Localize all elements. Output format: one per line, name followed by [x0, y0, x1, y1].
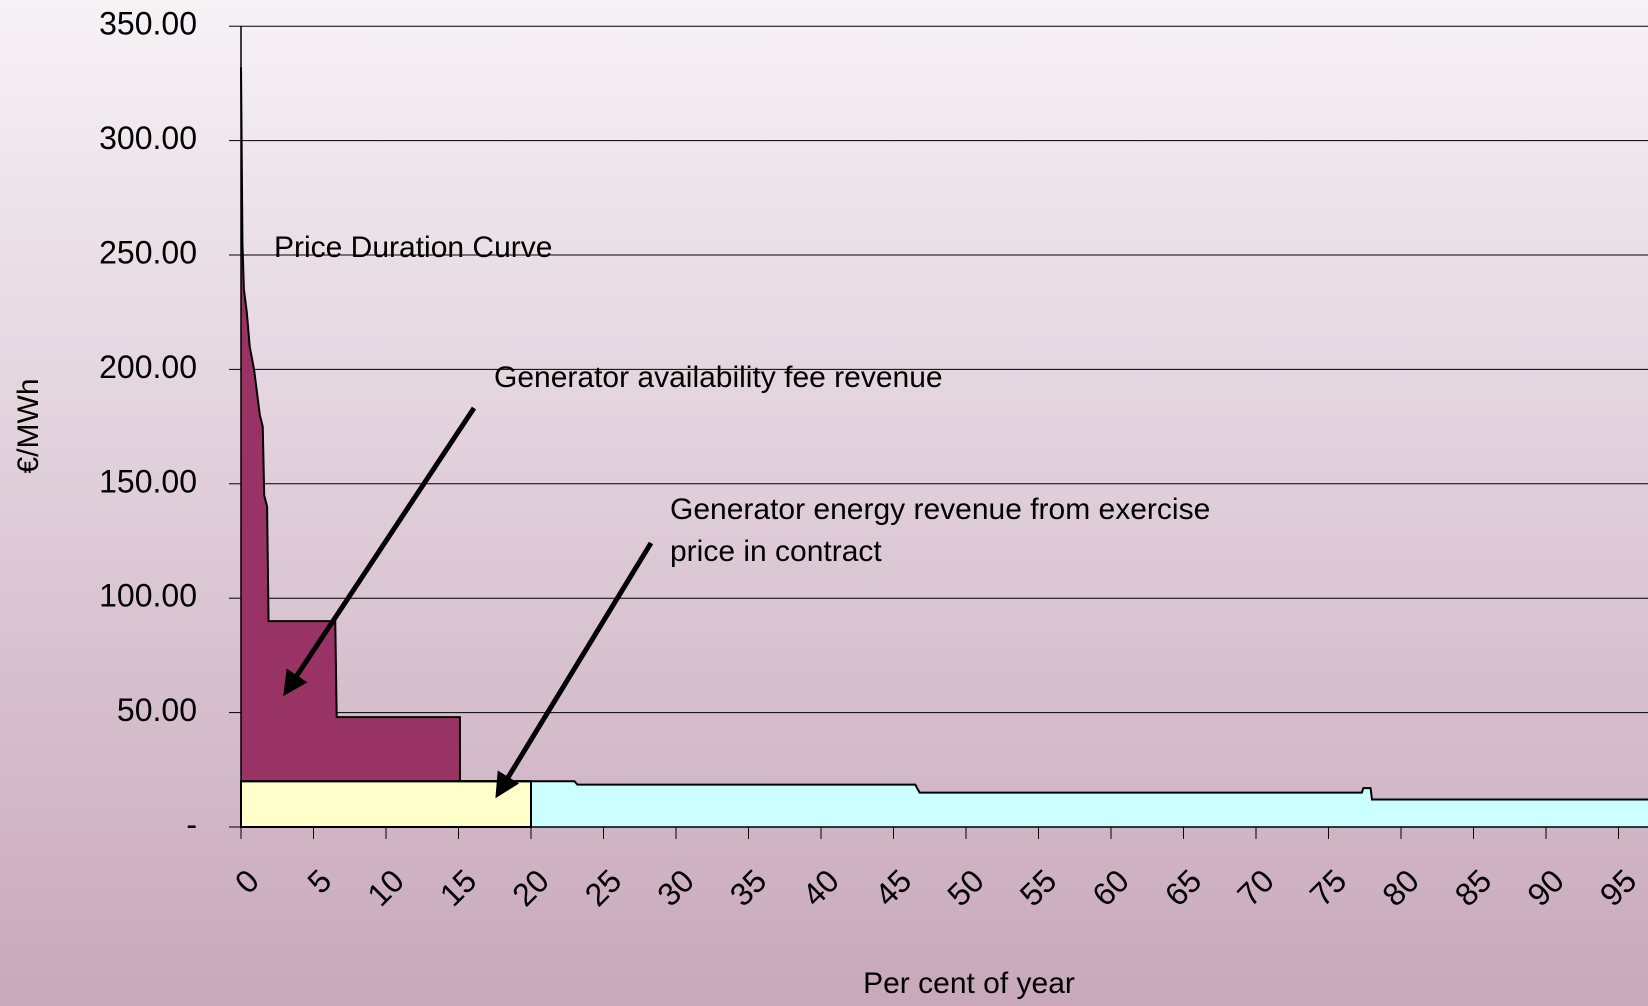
x-tick-label: 70: [1230, 862, 1281, 913]
annotation: Generator availability fee revenue: [494, 361, 943, 394]
y-tick-label: 250.00: [99, 234, 197, 270]
arrow: [283, 406, 477, 697]
annotation: price in contract: [670, 535, 882, 568]
arrow: [495, 541, 654, 799]
x-axis-label: Per cent of year: [863, 967, 1075, 1000]
x-tick-label: 90: [1520, 862, 1571, 913]
x-tick-label: 40: [795, 862, 846, 913]
x-tick-label: 20: [505, 862, 556, 913]
y-tick-label: 350.00: [99, 6, 197, 42]
x-tick-label: 0: [228, 862, 266, 900]
y-tick-label: 200.00: [99, 349, 197, 385]
y-tick-label: -: [186, 806, 197, 842]
y-axis-label: €/MWh: [12, 378, 45, 473]
y-tick-label: 50.00: [117, 692, 197, 728]
x-tick-label: 35: [723, 862, 774, 913]
x-tick-label: 80: [1375, 862, 1426, 913]
price-duration-line: [240, 67, 1648, 801]
x-tick-label: 15: [433, 862, 484, 913]
availability-fee-area: [241, 67, 460, 782]
y-tick-label: 150.00: [99, 463, 197, 499]
exercise-revenue-area: [240, 780, 532, 828]
x-tick-label: 65: [1158, 862, 1209, 913]
x-tick-label: 60: [1085, 862, 1136, 913]
x-tick-label: 55: [1013, 862, 1064, 913]
x-tick-label: 10: [360, 862, 411, 913]
y-tick-label: 300.00: [99, 120, 197, 156]
y-tick-label: 100.00: [99, 578, 197, 614]
x-tick-label: 50: [940, 862, 991, 913]
x-tick-label: 30: [650, 862, 701, 913]
energy-below-area: [531, 781, 1648, 827]
x-tick-label: 85: [1448, 862, 1499, 913]
annotation: Generator energy revenue from exercise: [670, 493, 1210, 526]
x-tick-label: 95: [1593, 862, 1644, 913]
x-tick-label: 5: [300, 862, 338, 900]
annotation: Price Duration Curve: [274, 231, 552, 264]
x-tick-label: 25: [578, 862, 629, 913]
x-tick-label: 75: [1303, 862, 1354, 913]
x-tick-label: 45: [868, 862, 919, 913]
